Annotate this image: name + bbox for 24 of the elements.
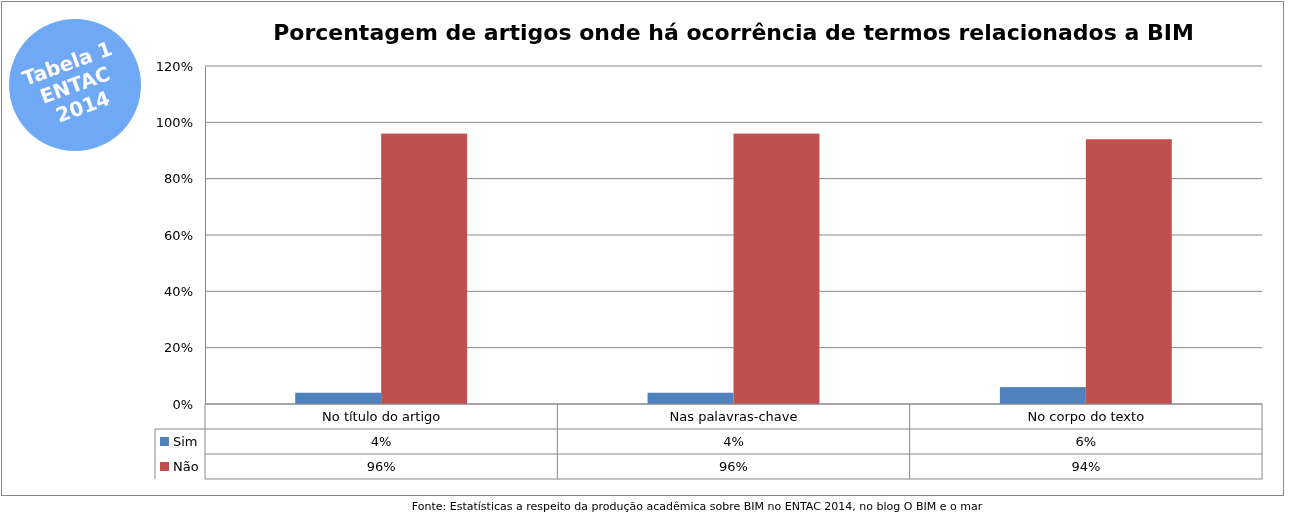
legend-label: Sim [173,434,198,449]
bar [999,387,1086,404]
x-tick-label: Nas palavras-chave [669,409,798,424]
y-tick-label: 120% [155,58,193,74]
data-label: 4% [370,434,392,449]
y-tick-label: 40% [164,283,193,299]
legend-label: Não [173,459,199,474]
bar [381,133,468,404]
x-tick-label: No título do artigo [322,409,441,424]
data-label: 4% [723,434,744,449]
y-tick-label: 100% [155,114,193,130]
y-tick-label: 0% [172,396,193,412]
data-label: 6% [1075,434,1097,449]
bar [733,133,820,404]
data-label: 94% [1071,459,1101,474]
source-note: Fonte: Estatísticas a respeito da produção acadêmica sobre BIM no ENTAC 2014, no blog O BIM e o mar [411,500,983,513]
chart-title: Porcentagem de artigos onde há ocorrência de termos relacionados a BIM [273,20,1194,45]
y-tick-label: 60% [164,227,193,243]
data-label: 96% [719,459,748,474]
x-tick-label: No corpo do texto [1027,409,1145,424]
data-label: 96% [366,459,396,474]
bar [1085,139,1172,404]
y-tick-label: 80% [164,171,193,187]
y-tick-label: 20% [164,340,193,356]
